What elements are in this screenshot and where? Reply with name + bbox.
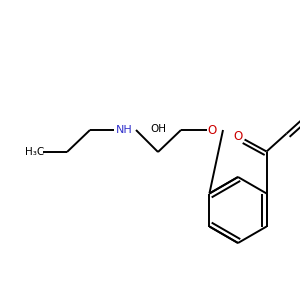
Text: OH: OH [150,124,166,134]
Text: O: O [233,130,242,143]
Text: O: O [207,124,217,136]
Text: NH: NH [116,125,132,135]
Text: H₃C: H₃C [25,147,44,157]
